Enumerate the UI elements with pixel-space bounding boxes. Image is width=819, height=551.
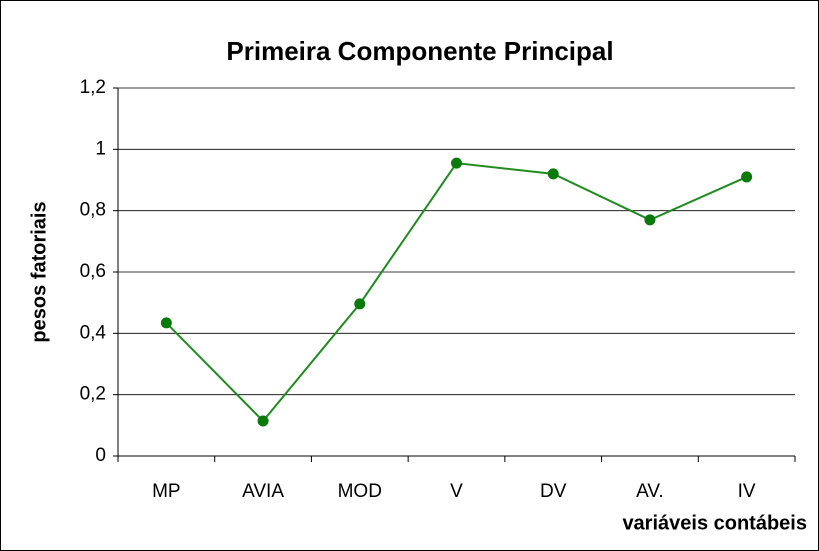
- marker: [160, 317, 172, 329]
- y-tick-label: 1: [95, 138, 106, 159]
- x-tick-label: MP: [152, 481, 181, 502]
- x-axis-label: variáveis contábeis: [622, 512, 807, 534]
- y-tick-label: 0: [95, 445, 106, 466]
- chart-title: Primeira Componente Principal: [226, 36, 613, 66]
- y-tick-label: 0,4: [80, 322, 107, 343]
- x-tick-label: IV: [738, 481, 756, 502]
- x-tick-label: MOD: [338, 481, 382, 502]
- marker: [354, 298, 366, 310]
- x-tick-label: V: [450, 481, 463, 502]
- marker: [644, 214, 656, 226]
- y-tick-label: 1,2: [80, 77, 106, 98]
- marker: [741, 171, 753, 183]
- x-tick-label: AV.: [636, 481, 663, 502]
- y-tick-label: 0,6: [80, 261, 106, 282]
- x-tick-label: AVIA: [242, 481, 284, 502]
- y-axis-label: pesos fatoriais: [28, 201, 50, 342]
- marker: [547, 168, 559, 180]
- y-tick-label: 0,8: [80, 200, 106, 221]
- y-tick-label: 0,2: [80, 384, 106, 405]
- marker: [451, 157, 462, 169]
- x-tick-label: DV: [540, 481, 567, 502]
- marker: [257, 415, 269, 427]
